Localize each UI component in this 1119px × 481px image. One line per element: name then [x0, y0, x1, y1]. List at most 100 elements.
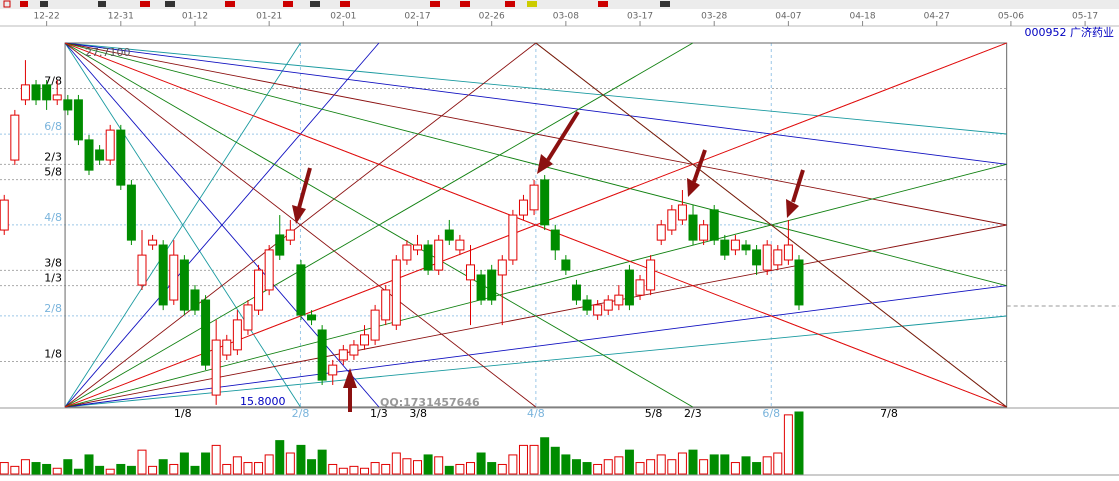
candle-body [222, 339, 232, 356]
volume-bar [84, 454, 94, 475]
volume-bar [540, 437, 550, 475]
candle-body [296, 264, 306, 316]
candle-body [741, 244, 751, 251]
range-label: 27.7100 [85, 46, 131, 59]
volume-bar [624, 449, 634, 475]
candle-body [211, 339, 221, 396]
candle-body [63, 99, 73, 111]
volume-bar [105, 468, 115, 475]
volume-bar [232, 456, 242, 475]
candle-body [73, 99, 83, 141]
volume-bar [582, 462, 592, 475]
volume-bar [95, 465, 105, 475]
volume-bar [646, 459, 656, 475]
candle-body [169, 254, 179, 301]
range-label: 15.8000 [240, 395, 286, 408]
volume-bar [476, 452, 486, 475]
candle-body [455, 239, 465, 251]
candle-body [730, 239, 740, 251]
volume-bar [720, 454, 730, 475]
candle-body [20, 84, 30, 101]
candle-body [794, 259, 804, 306]
candle-body [148, 239, 158, 246]
x-tick-label: 03-08 [553, 12, 579, 22]
y-tick-label: 5/8 [44, 166, 62, 179]
candle-body [773, 249, 783, 266]
candle-body [126, 184, 136, 241]
gann-line [64, 42, 380, 408]
volume-bar [349, 465, 359, 475]
candle-body [614, 294, 624, 306]
volume-bar [317, 449, 327, 475]
volume-bar [126, 465, 136, 475]
volume-bar [455, 463, 465, 475]
candle-body [540, 179, 550, 226]
candle-body [476, 274, 486, 301]
volume-bar [169, 463, 179, 475]
candle-body [317, 329, 327, 381]
volume-bar [137, 449, 147, 475]
y-tick-label: 2/3 [44, 150, 62, 163]
volume-bar [222, 463, 232, 475]
candle-body [0, 199, 9, 231]
x-tick-label: 05-06 [998, 12, 1024, 22]
volume-bar [497, 463, 507, 475]
gann-line [64, 42, 694, 408]
volume-bar [688, 449, 698, 475]
candle-body [508, 214, 518, 261]
volume-bar [391, 452, 401, 475]
time-fraction-label: 3/8 [409, 407, 427, 420]
candle-body [275, 234, 285, 256]
volume-bar [201, 452, 211, 475]
volume-bar [508, 454, 518, 475]
volume-bar [307, 459, 317, 475]
volume-bar [42, 463, 52, 475]
volume-bar [52, 467, 62, 475]
volume-bar [741, 456, 751, 475]
volume-bar [730, 462, 740, 475]
y-tick-label: 1/3 [44, 272, 62, 285]
volume-bar [603, 459, 613, 475]
volume-bar [465, 462, 475, 475]
volume-bar [667, 459, 677, 475]
x-tick-label: 12-22 [34, 12, 60, 22]
x-tick-label: 12-31 [108, 12, 134, 22]
candle-body [720, 239, 730, 256]
volume-bar [614, 456, 624, 475]
volume-bar [158, 459, 168, 475]
candle-body [338, 349, 348, 361]
candle-body [402, 244, 412, 261]
candle-body [635, 279, 645, 296]
candle-body [529, 184, 539, 211]
volume-bar [254, 462, 264, 475]
y-tick-label: 4/8 [44, 211, 62, 224]
candle-body [179, 259, 189, 311]
volume-bar [243, 462, 253, 475]
volume-bar [275, 440, 285, 475]
candle-body [201, 299, 211, 366]
candle-body [116, 129, 126, 186]
volume-bar [370, 462, 380, 475]
gann-line [65, 285, 1007, 408]
candle-body [603, 299, 613, 311]
time-fraction-label: 2/3 [684, 407, 702, 420]
candle-body [84, 139, 94, 171]
candle-body [497, 259, 507, 276]
volume-bar [656, 454, 666, 475]
volume-bar [783, 414, 793, 475]
volume-bar [402, 458, 412, 475]
volume-bar [338, 467, 348, 475]
stock-title: 000952 广济药业 [1025, 25, 1115, 39]
candle-body [434, 239, 444, 271]
volume-bar [413, 460, 423, 475]
candle-body [709, 209, 719, 241]
volume-bar [381, 463, 391, 475]
volume-bar [434, 456, 444, 475]
candle-body [656, 224, 666, 241]
candle-body [349, 344, 359, 356]
candle-body [31, 84, 41, 101]
toolbar-icons [3, 0, 670, 8]
volume-bar [561, 454, 571, 475]
candle-body [370, 309, 380, 341]
